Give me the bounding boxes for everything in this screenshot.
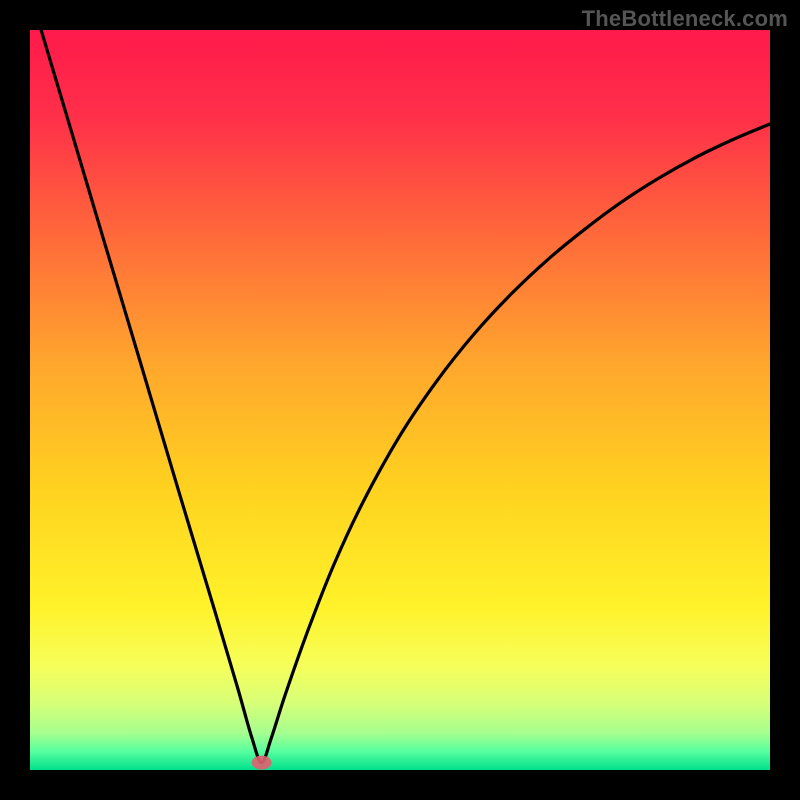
chart-container: TheBottleneck.com [0,0,800,800]
plot-background [30,30,770,770]
bottleneck-chart [0,0,800,800]
watermark-text: TheBottleneck.com [582,6,788,32]
vertex-marker [252,756,272,770]
